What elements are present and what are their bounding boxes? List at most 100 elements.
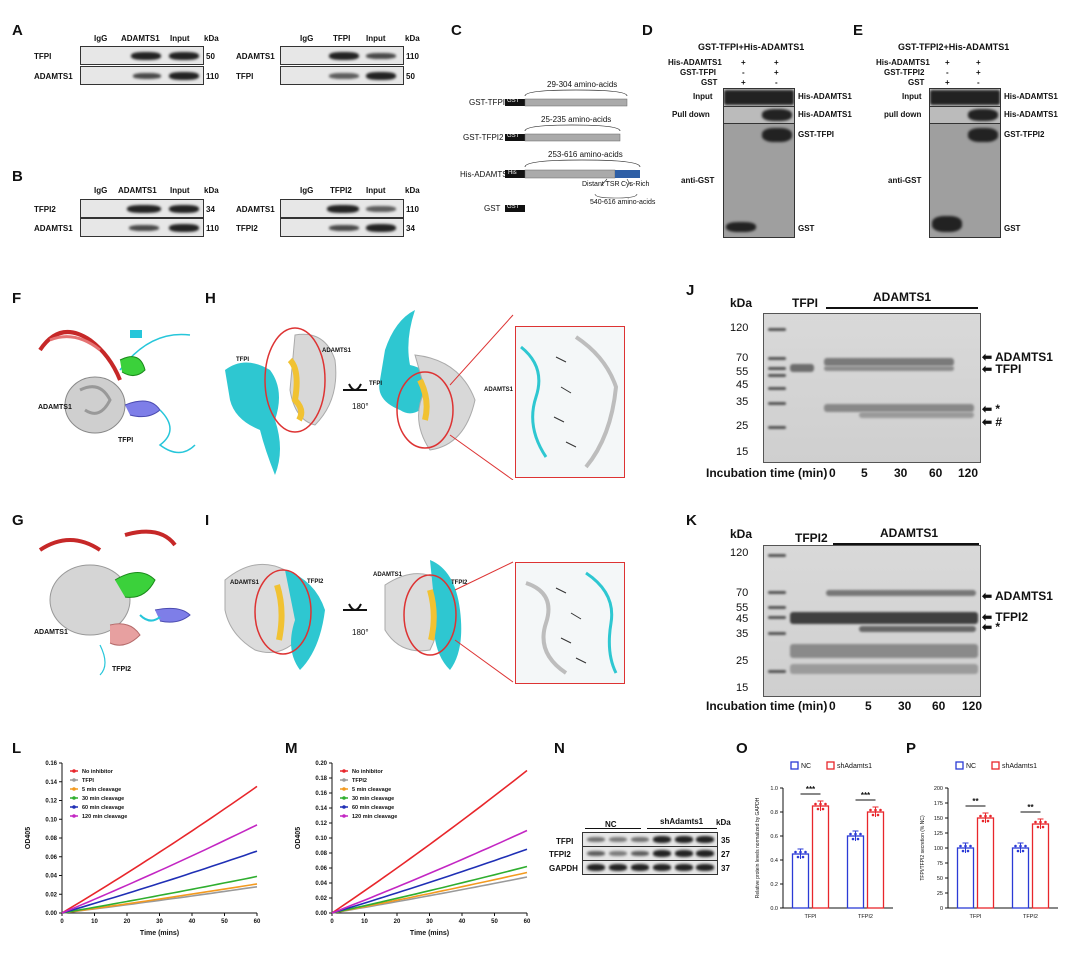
zoom-inset bbox=[515, 326, 625, 478]
y-tick-label: 200 bbox=[934, 786, 943, 792]
structure-label: ADAMTS1 bbox=[34, 629, 68, 636]
kda-marker: 55 bbox=[736, 602, 749, 614]
protein-structure-image bbox=[38, 330, 196, 454]
row-label: ADAMTS1 bbox=[236, 205, 275, 214]
data-point bbox=[981, 819, 985, 823]
data-point bbox=[821, 807, 825, 811]
x-tick-label: 30 bbox=[426, 919, 433, 925]
time-tick: 0 bbox=[829, 699, 836, 713]
condition-value: + bbox=[976, 68, 981, 77]
col-label: IgG bbox=[300, 34, 314, 43]
legend-label: 30 min cleavage bbox=[82, 796, 124, 802]
x-tick-label: 0 bbox=[60, 919, 64, 925]
data-point bbox=[1019, 844, 1022, 848]
row-label: GAPDH bbox=[549, 864, 578, 873]
band-arrow-label: ⬅ # bbox=[982, 415, 1003, 429]
legend-marker bbox=[72, 787, 76, 791]
data-point bbox=[794, 850, 797, 854]
data-point bbox=[856, 837, 860, 841]
y-tick-label: 75 bbox=[937, 861, 943, 867]
blot-strip bbox=[929, 123, 1001, 238]
y-axis-label: OD405 bbox=[295, 827, 302, 849]
panel-title: GST-TFPI+His-ADAMTS1 bbox=[698, 42, 805, 52]
kda-marker: 15 bbox=[736, 682, 749, 694]
kda-marker: 120 bbox=[730, 547, 749, 559]
row-label: TFPI2 bbox=[236, 224, 258, 233]
kda-marker: 70 bbox=[736, 587, 749, 599]
kda-marker: 25 bbox=[736, 420, 749, 432]
band-arrow-label: ⬅ ADAMTS1 bbox=[982, 350, 1053, 364]
panel-letter-f: F bbox=[12, 290, 22, 307]
y-axis-label: Relative protein levels normalized by GA… bbox=[755, 797, 761, 898]
bar bbox=[1011, 847, 1030, 909]
kda-marker: 45 bbox=[736, 613, 749, 625]
bar bbox=[811, 805, 830, 909]
condition-value: - bbox=[775, 78, 778, 87]
y-tick-label: 0.02 bbox=[45, 892, 57, 898]
legend-label: 5 min cleavage bbox=[82, 787, 121, 793]
blot-strip bbox=[929, 88, 1001, 107]
rotation-label: 180° bbox=[352, 402, 369, 411]
y-tick-label: 0.16 bbox=[315, 791, 327, 797]
series-line bbox=[331, 769, 528, 914]
y-tick-label: 0.00 bbox=[315, 911, 327, 917]
y-tick-label: 0.10 bbox=[45, 817, 57, 823]
x-tick-label: 60 bbox=[254, 919, 261, 925]
data-point bbox=[799, 850, 802, 854]
x-tick-label: 10 bbox=[361, 919, 368, 925]
series-line bbox=[61, 850, 258, 914]
y-tick-label: 0.12 bbox=[45, 799, 57, 805]
series-line bbox=[331, 848, 528, 914]
row-label: Pull down bbox=[672, 110, 710, 119]
structure-label: ADAMTS1 bbox=[322, 348, 352, 354]
legend-marker bbox=[342, 796, 346, 800]
data-point bbox=[1014, 844, 1017, 848]
legend-label: No inhibitor bbox=[352, 769, 384, 775]
construct-label: His-ADAMTS1 bbox=[460, 170, 513, 179]
condition-value: - bbox=[977, 78, 980, 87]
row-label: TFPI2 bbox=[34, 205, 56, 214]
bar bbox=[1031, 823, 1050, 909]
legend-label: NC bbox=[801, 763, 811, 770]
kda-marker: 27 bbox=[721, 850, 730, 859]
y-tick-label: 0.2 bbox=[770, 882, 778, 888]
legend-marker bbox=[342, 814, 346, 818]
band-label: GST bbox=[798, 224, 815, 233]
y-tick-label: 0.08 bbox=[45, 836, 57, 842]
data-point bbox=[879, 808, 882, 812]
row-label: Input bbox=[693, 92, 713, 101]
construct-diagram bbox=[505, 89, 641, 212]
x-tick-label: TFPI2 bbox=[1023, 914, 1038, 920]
time-tick: 5 bbox=[865, 699, 872, 713]
legend-label: 60 min cleavage bbox=[352, 805, 394, 811]
time-tick: 30 bbox=[898, 699, 912, 713]
data-point bbox=[801, 855, 805, 859]
protein-structure-image bbox=[38, 529, 191, 676]
kda-label: kDa bbox=[405, 186, 420, 195]
kda-marker: 35 bbox=[736, 396, 749, 408]
legend-label: 5 min cleavage bbox=[352, 787, 391, 793]
blot-strip bbox=[80, 66, 204, 85]
condition-label: GST-TFPI2 bbox=[884, 68, 925, 77]
kda-marker: 34 bbox=[406, 224, 415, 233]
sig-label: ** bbox=[972, 797, 979, 806]
legend-marker bbox=[342, 778, 346, 782]
time-tick: 120 bbox=[958, 466, 979, 480]
band-arrow-label: ⬅ * bbox=[982, 620, 1001, 634]
x-tick-label: 40 bbox=[459, 919, 466, 925]
y-tick-label: 0.04 bbox=[45, 874, 57, 880]
data-point bbox=[961, 849, 965, 853]
gel-image bbox=[763, 313, 981, 463]
col-label: ADAMTS1 bbox=[121, 34, 160, 43]
legend-label: 120 min cleavage bbox=[352, 814, 397, 820]
y-tick-label: 0.06 bbox=[45, 855, 57, 861]
panel-letter-d: D bbox=[642, 22, 653, 39]
legend-marker bbox=[342, 805, 346, 809]
x-tick-label: 0 bbox=[330, 919, 334, 925]
condition-label: GST bbox=[908, 78, 925, 87]
range-label: 540-616 amino-acids bbox=[590, 199, 656, 206]
band-arrow-label: ⬅ TFPI2 bbox=[982, 610, 1029, 624]
structure-label: TFPI bbox=[369, 381, 382, 387]
row-label: TFPI bbox=[34, 52, 52, 61]
y-tick-label: 0.02 bbox=[315, 896, 327, 902]
